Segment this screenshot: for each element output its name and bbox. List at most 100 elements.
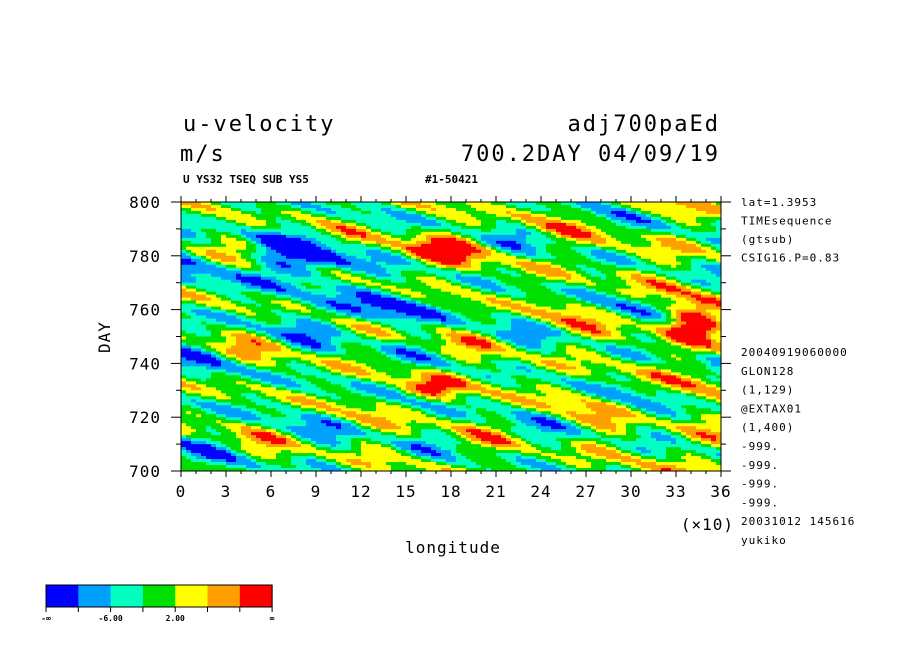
heat-cell bbox=[351, 267, 357, 272]
heat-cell bbox=[586, 255, 592, 260]
heat-cell bbox=[286, 321, 292, 325]
heat-cell bbox=[591, 270, 597, 275]
heat-cell bbox=[411, 324, 417, 328]
heat-cell bbox=[701, 207, 707, 212]
heat-cell bbox=[261, 276, 267, 281]
heat-cell bbox=[616, 321, 622, 325]
heat-cell bbox=[556, 213, 562, 218]
heat-cell bbox=[411, 333, 417, 337]
heat-cell bbox=[236, 330, 242, 334]
heat-cell bbox=[606, 297, 612, 301]
heat-cell bbox=[546, 216, 552, 221]
heat-cell bbox=[596, 276, 602, 281]
heat-cell bbox=[226, 270, 232, 275]
heat-cell bbox=[181, 297, 187, 301]
heat-cell bbox=[621, 297, 627, 301]
heat-cell bbox=[251, 261, 257, 266]
heat-cell bbox=[436, 285, 442, 289]
heat-cell bbox=[366, 243, 372, 248]
heat-cell bbox=[641, 282, 647, 286]
heat-cell bbox=[351, 327, 357, 331]
heat-cell bbox=[591, 327, 597, 331]
heat-cell bbox=[476, 285, 482, 289]
heat-cell bbox=[401, 255, 407, 260]
heat-cell bbox=[511, 318, 517, 322]
heat-cell bbox=[191, 202, 197, 206]
heat-cell bbox=[401, 258, 407, 263]
heat-cell bbox=[361, 202, 367, 206]
heat-cell bbox=[526, 324, 532, 328]
heat-cell bbox=[491, 321, 497, 325]
heat-cell bbox=[696, 240, 702, 245]
heat-cell bbox=[371, 234, 377, 239]
heat-cell bbox=[341, 327, 347, 331]
heat-cell bbox=[306, 330, 312, 334]
heat-cell bbox=[516, 327, 522, 331]
heat-cell bbox=[641, 216, 647, 221]
heat-cell bbox=[431, 282, 437, 286]
heat-cell bbox=[431, 315, 437, 319]
heat-cell bbox=[246, 327, 252, 331]
heat-cell bbox=[406, 300, 412, 304]
heat-cell bbox=[476, 273, 482, 278]
heat-cell bbox=[401, 315, 407, 319]
heat-cell bbox=[641, 309, 647, 313]
heat-cell bbox=[266, 333, 272, 337]
heat-cell bbox=[416, 228, 422, 233]
heat-cell bbox=[661, 330, 667, 334]
heat-cell bbox=[421, 327, 427, 331]
heat-cell bbox=[321, 285, 327, 289]
heat-cell bbox=[446, 306, 452, 310]
heat-cell bbox=[186, 237, 192, 242]
heat-cell bbox=[496, 204, 502, 209]
heat-cell bbox=[426, 261, 432, 266]
heat-cell bbox=[351, 300, 357, 304]
heat-cell bbox=[431, 273, 437, 278]
heat-cell bbox=[651, 330, 657, 334]
heat-cell bbox=[651, 297, 657, 301]
heat-cell bbox=[601, 258, 607, 263]
heat-cell bbox=[486, 216, 492, 221]
heat-cell bbox=[471, 309, 477, 313]
heat-cell bbox=[566, 309, 572, 313]
heat-cell bbox=[206, 339, 212, 343]
heat-cell bbox=[241, 336, 247, 340]
heat-cell bbox=[681, 243, 687, 248]
heat-cell bbox=[426, 333, 432, 337]
heat-cell bbox=[631, 288, 637, 292]
heat-cell bbox=[656, 219, 662, 224]
heat-cell bbox=[356, 267, 362, 272]
heat-cell bbox=[271, 318, 277, 322]
heat-cell bbox=[216, 273, 222, 278]
heat-cell bbox=[671, 219, 677, 224]
heat-cell bbox=[181, 306, 187, 310]
heat-cell bbox=[516, 294, 522, 298]
heat-cell bbox=[351, 240, 357, 245]
heat-cell bbox=[551, 207, 557, 212]
heat-cell bbox=[406, 237, 412, 242]
heat-cell bbox=[201, 249, 207, 254]
heat-cell bbox=[546, 324, 552, 328]
heat-cell bbox=[486, 321, 492, 325]
heat-cell bbox=[616, 276, 622, 281]
heat-cell bbox=[221, 339, 227, 343]
heat-cell bbox=[486, 276, 492, 281]
heat-cell bbox=[376, 234, 382, 239]
heat-cell bbox=[241, 300, 247, 304]
heat-cell bbox=[186, 264, 192, 269]
heat-cell bbox=[636, 327, 642, 331]
heat-cell bbox=[651, 249, 657, 254]
heat-cell bbox=[616, 237, 622, 242]
heat-cell bbox=[211, 294, 217, 298]
heat-cell bbox=[251, 306, 257, 310]
heat-cell bbox=[371, 312, 377, 316]
heat-cell bbox=[366, 276, 372, 281]
heat-cell bbox=[421, 303, 427, 307]
heat-cell bbox=[586, 336, 592, 340]
heat-cell bbox=[321, 267, 327, 272]
heat-cell bbox=[626, 276, 632, 281]
heat-cell bbox=[381, 231, 387, 236]
heat-cell bbox=[181, 225, 187, 230]
heat-cell bbox=[446, 258, 452, 263]
heat-cell bbox=[646, 276, 652, 281]
